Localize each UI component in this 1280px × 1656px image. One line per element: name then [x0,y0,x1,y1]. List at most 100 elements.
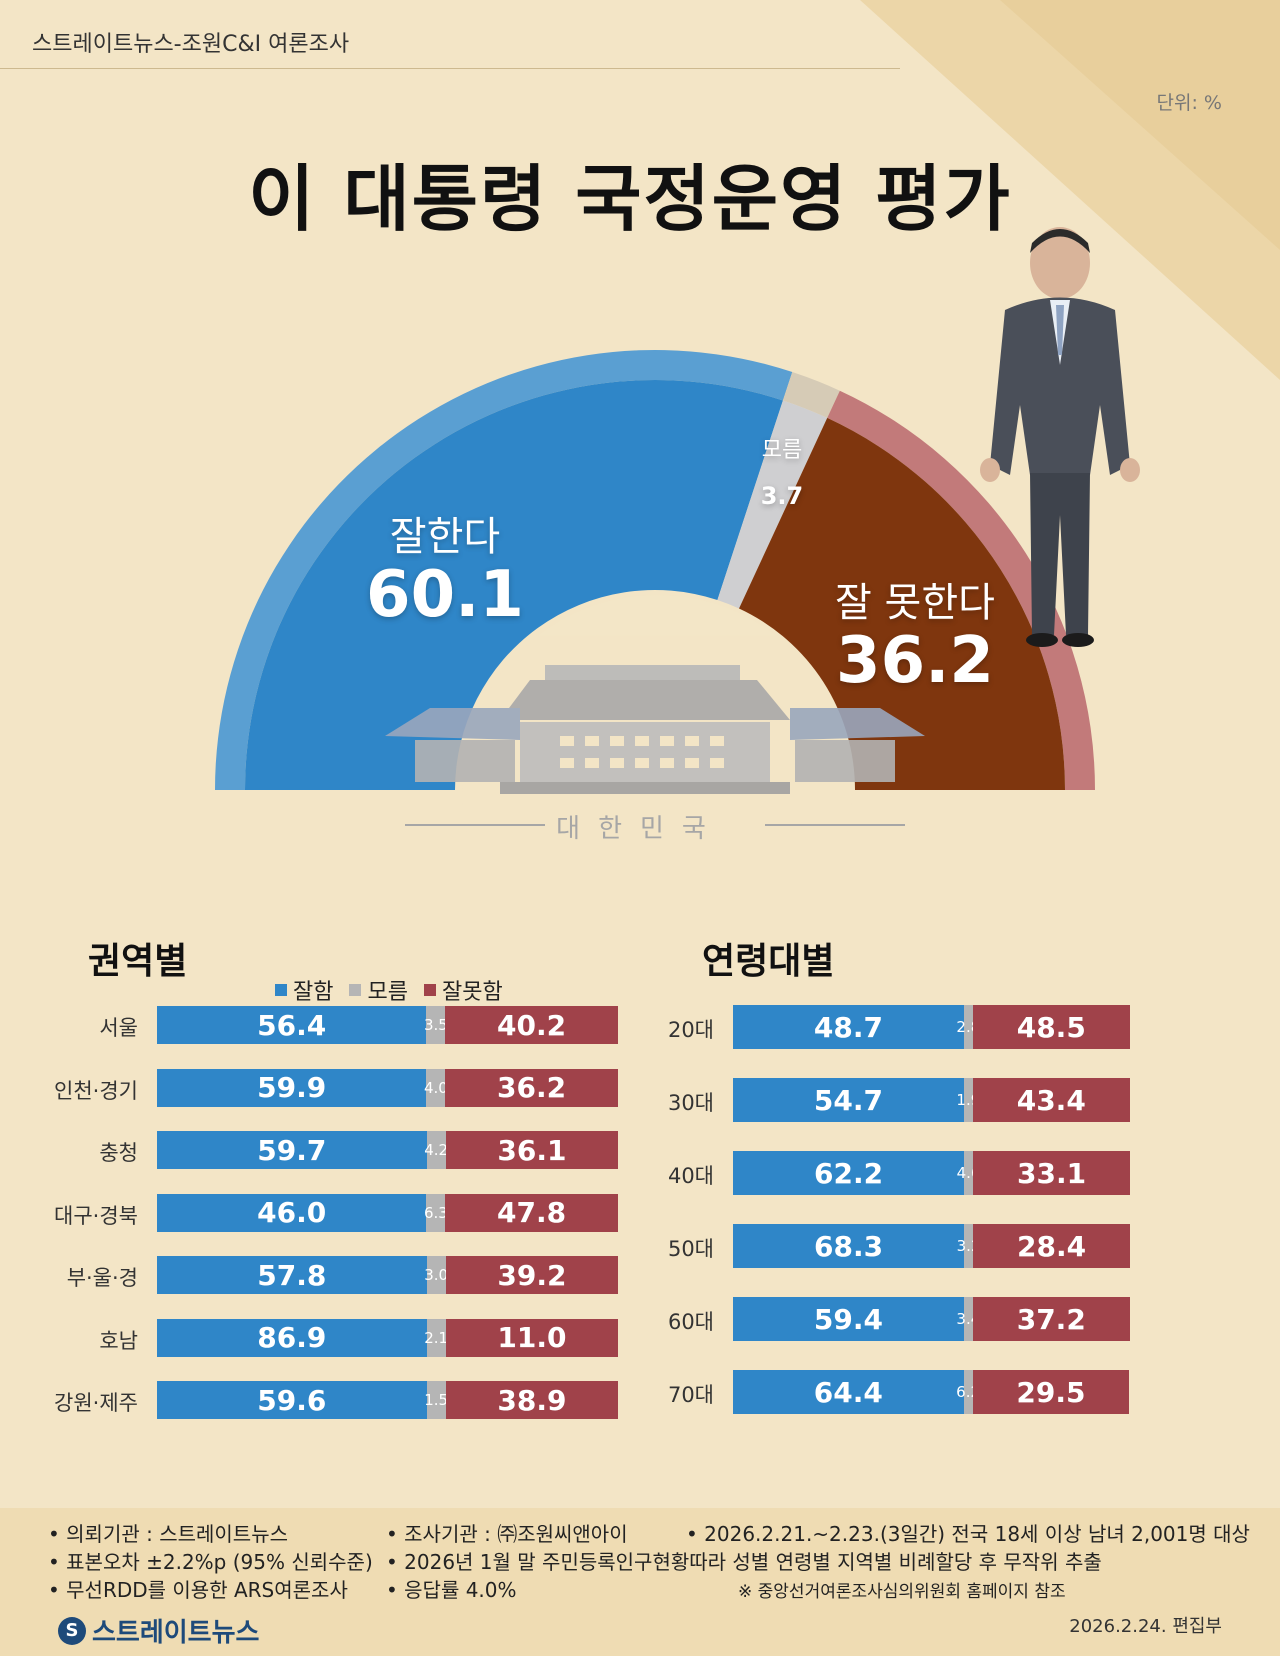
bar-segment-good: 59.4 [733,1297,964,1341]
bar-segment-bad: 36.1 [445,1131,619,1169]
footnote-period: • 2026.2.21.~2.23.(3일간) 전국 18세 이상 남녀 2,0… [686,1522,1250,1546]
footnote-method: • 무선RDD를 이용한 ARS여론조사 [48,1578,348,1602]
bar-segment-unknown: 1.9 [956,1078,980,1122]
gauge-unknown-label: 모름 3.7 [742,432,822,510]
bar-value-label: 3.0 [424,1266,449,1284]
footnote-client: • 의뢰기관 : 스트레이트뉴스 [48,1522,289,1546]
bar-segment-unknown: 3.2 [957,1224,981,1268]
row-label: 50대 [667,1237,714,1261]
legend-bad: 잘못함 [423,974,503,1006]
bar-segment-good: 68.3 [733,1224,965,1268]
main-title: 이 대통령 국정운영 평가 [248,157,1012,241]
bar-row: 59.4 3.4 37.2 [733,1297,1207,1341]
logo-text: 스트레이트뉴스 [92,1618,260,1648]
bar-value-label: 57.8 [257,1258,327,1292]
footnote-reference: ※ 중앙선거여론조사심의위원회 홈페이지 참조 [738,1582,1066,1602]
bar-value-label: 48.5 [1016,1010,1086,1044]
bar-segment-unknown: 2.8 [956,1005,980,1049]
bar-value-label: 11.0 [497,1321,567,1354]
gauge-good-label: 잘한다 60.1 [340,504,550,629]
publish-date: 2026.2.24. 편집부 [1069,1616,1222,1637]
bar-value-label: 64.4 [813,1375,883,1409]
unknown-label-text: 모름 [761,438,803,463]
bar-value-label: 29.5 [1016,1375,1086,1409]
row-label: 서울 [99,1016,138,1040]
row-label: 부·울·경 [66,1266,138,1290]
bar-value-label: 4.0 [423,1078,448,1097]
bar-value-label: 59.6 [257,1383,327,1417]
bar-value-label: 2.1 [424,1328,449,1347]
bar-segment-good: 62.2 [733,1151,965,1195]
legend-good-label: 잘함 [293,980,334,1005]
corner-decoration [860,0,1280,380]
bar-segment-unknown: 4.2 [424,1131,448,1169]
row-label: 대구·경북 [54,1203,138,1228]
bar-value-label: 59.9 [257,1071,327,1104]
gauge-segment-good [245,380,783,790]
row-label: 30대 [667,1091,714,1115]
bar-row: 68.3 3.2 28.4 [733,1224,1207,1268]
row-label: 충청 [99,1141,138,1165]
bar-segment-bad: 38.9 [445,1381,619,1419]
publisher-logo: S 스트레이트뉴스 [58,1612,259,1649]
bar-segment-good: 59.6 [157,1381,427,1419]
bar-segment-good: 56.4 [157,1006,427,1044]
bar-segment-bad: 33.1 [973,1151,1131,1195]
bar-segment-bad: 29.5 [972,1370,1130,1414]
legend-unknown-label: 모름 [367,980,408,1005]
bar-value-label: 54.7 [813,1083,883,1117]
gauge-segment-bad [739,417,1065,790]
bar-segment-unknown: 1.5 [424,1381,449,1419]
bar-segment-good: 64.4 [733,1370,964,1414]
bad-value: 36.2 [836,624,994,698]
bar-segment-bad: 40.2 [445,1006,618,1044]
bar-value-label: 6.3 [423,1203,448,1222]
bar-value-label: 1.5 [424,1391,449,1409]
bar-value-label: 86.9 [257,1321,327,1354]
bar-row: 48.7 2.8 48.5 [733,1005,1207,1049]
blue-house-emblem [385,595,925,860]
footnote-sampling: • 2026년 1월 말 주민등록인구현황따라 성별 연령별 지역별 비례할당 … [386,1550,1102,1574]
header-divider [0,68,900,69]
bar-segment-unknown: 4.0 [423,1068,448,1107]
legend-bad-label: 잘못함 [441,980,503,1005]
bar-value-label: 37.2 [1016,1302,1086,1336]
bar-segment-unknown: 3.5 [423,1006,448,1044]
bar-row: 59.9 4.0 36.2 [157,1068,635,1107]
unknown-value: 3.7 [760,482,804,510]
row-label: 강원·제주 [54,1391,138,1415]
bar-value-label: 3.5 [423,1016,448,1034]
row-label: 40대 [667,1164,714,1188]
footnote-error: • 표본오차 ±2.2%p (95% 신뢰수준) [48,1550,373,1574]
emblem-line-right [765,824,905,826]
bar-value-label: 59.7 [257,1133,327,1167]
unit-label: 단위: % [1156,92,1222,114]
bar-row: 57.8 3.0 39.2 [157,1256,635,1294]
header-title: 스트레이트뉴스-조원C&I 여론조사 [32,32,350,57]
row-label: 호남 [99,1328,138,1353]
bar-value-label: 59.4 [813,1302,883,1336]
row-label: 인천·경기 [54,1078,138,1103]
footnote-response-rate: • 응답률 4.0% [386,1578,517,1602]
bar-value-label: 40.2 [497,1008,567,1042]
age-section-title: 연령대별 [702,941,835,982]
bar-segment-unknown: 6.2 [956,1370,980,1414]
row-label: 70대 [667,1383,714,1407]
bar-row: 64.4 6.2 29.5 [733,1370,1207,1414]
bar-segment-bad: 47.8 [445,1193,618,1232]
bar-value-label: 68.3 [813,1229,884,1263]
bar-row: 59.7 4.2 36.1 [157,1131,635,1169]
bar-segment-bad: 11.0 [445,1318,619,1357]
bar-value-label: 62.2 [813,1156,884,1190]
bar-segment-good: 54.7 [733,1078,964,1122]
gauge-segment-unknown [717,400,828,609]
row-label: 20대 [667,1018,714,1042]
bar-value-label: 36.1 [497,1133,567,1167]
bar-segment-bad: 36.2 [445,1068,618,1107]
bar-segment-bad: 39.2 [445,1256,619,1294]
bar-segment-good: 59.9 [157,1068,427,1107]
bar-segment-good: 86.9 [157,1318,427,1357]
bar-segment-good: 46.0 [157,1193,427,1232]
bar-value-label: 43.4 [1016,1083,1086,1117]
gauge-outer-ring-unknown [782,371,840,418]
